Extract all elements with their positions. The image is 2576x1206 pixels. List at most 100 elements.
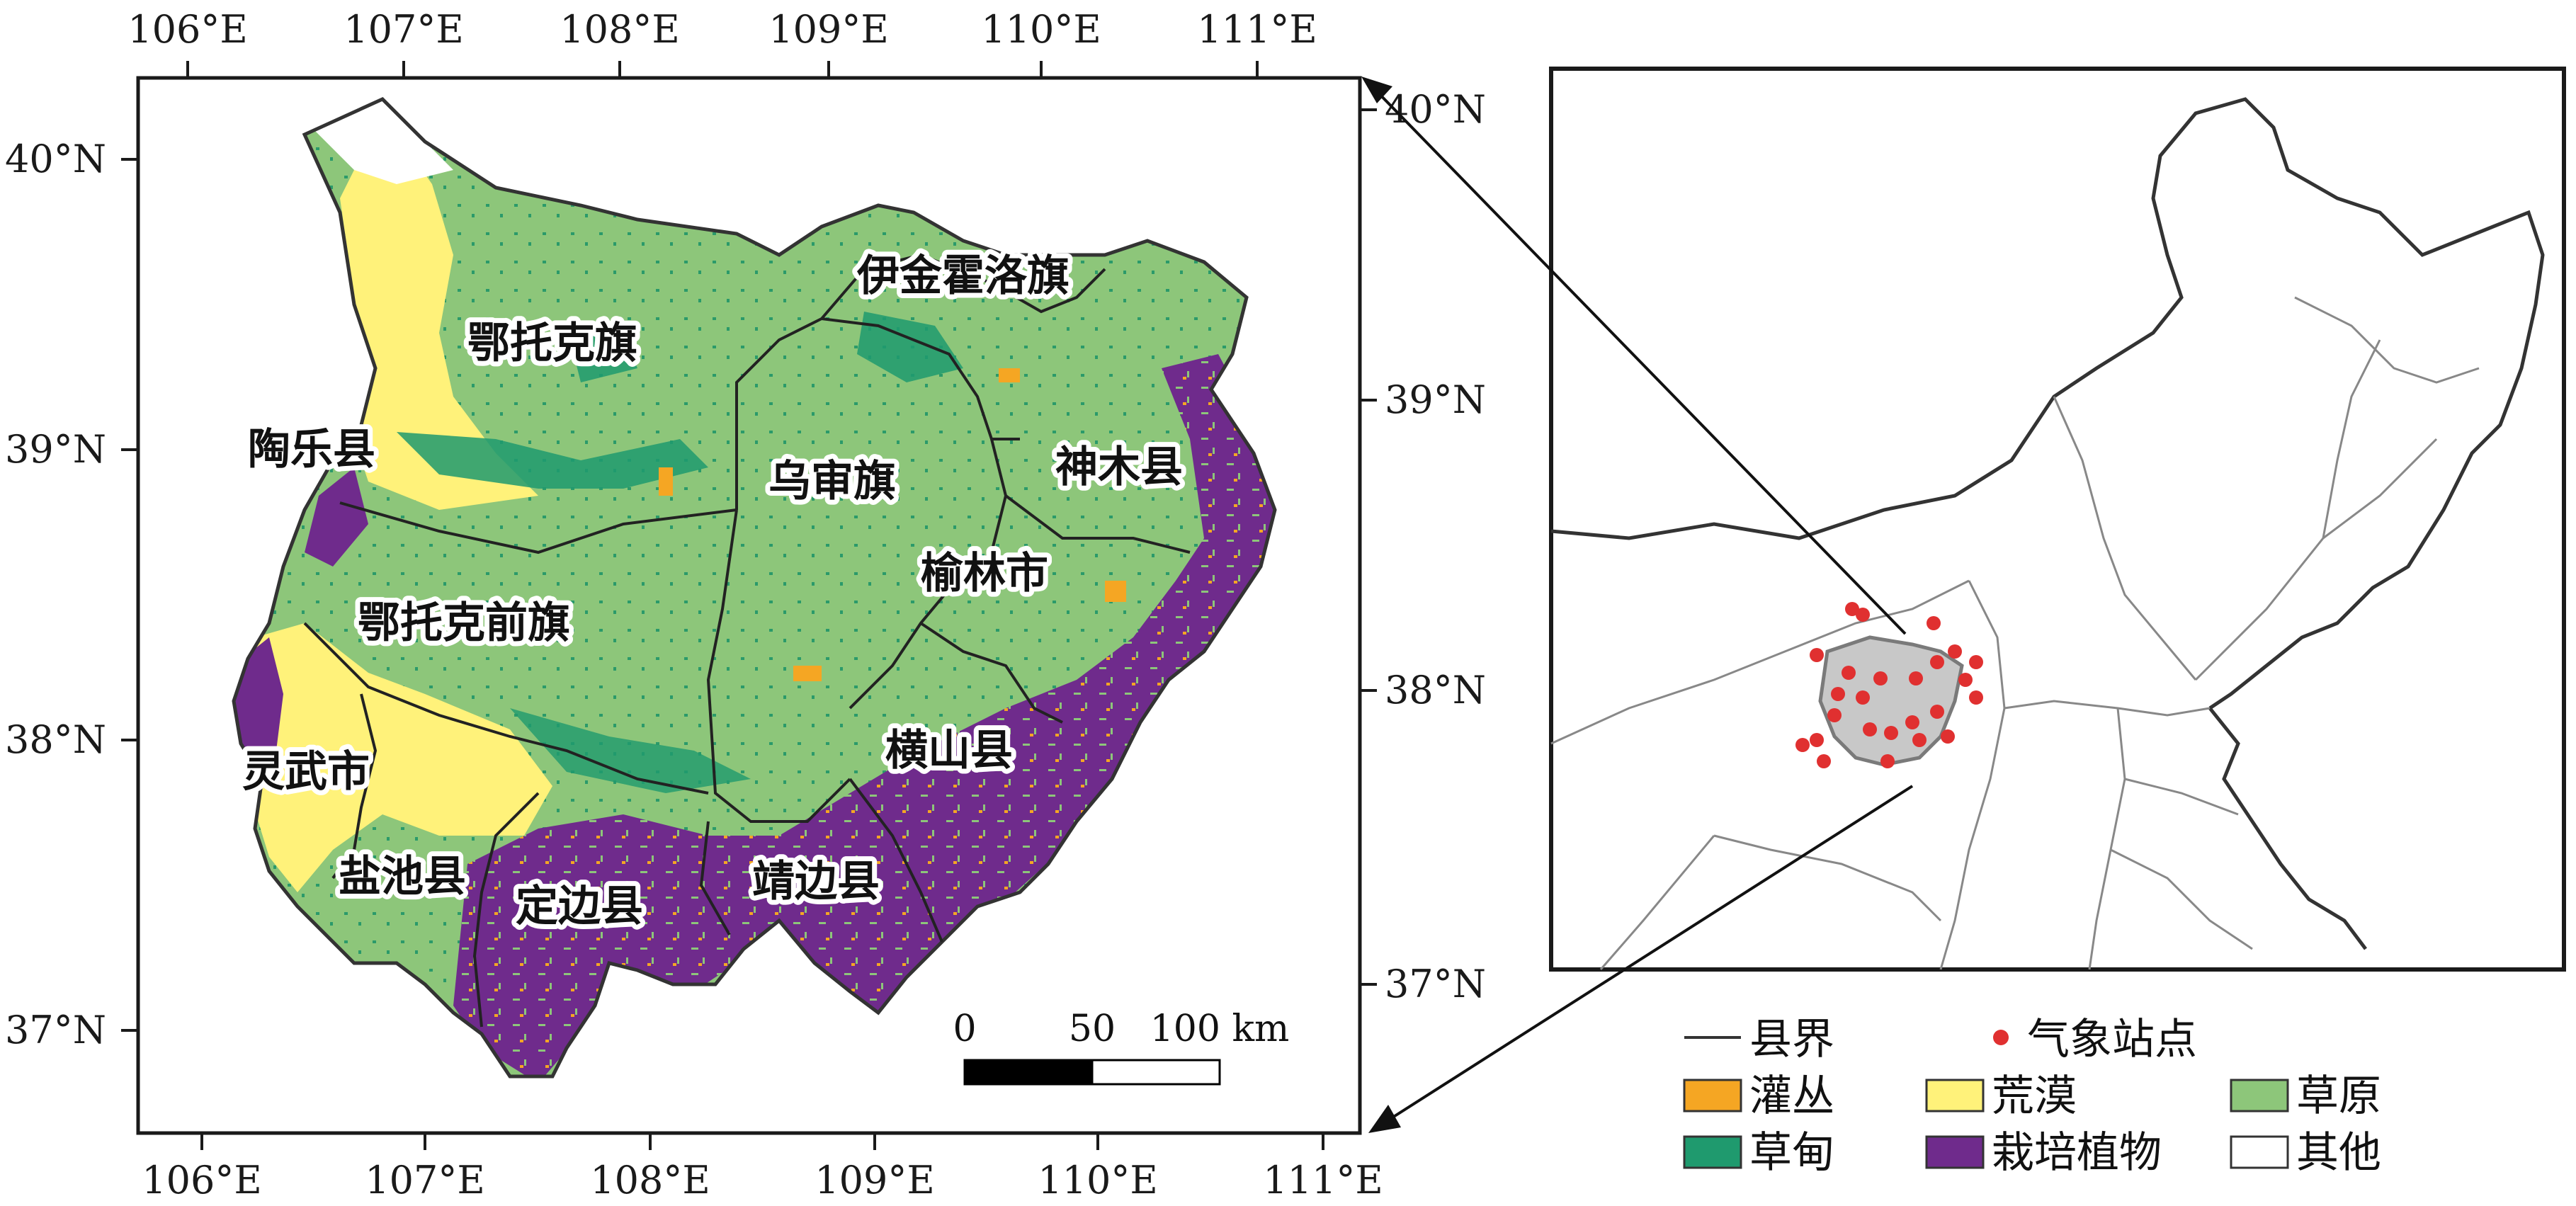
top-tick-label: 111°E: [1197, 7, 1317, 52]
county-label-taole: 陶乐县: [248, 425, 375, 474]
station-dot: [1880, 754, 1895, 768]
legend-swatch-desert: [1925, 1079, 1985, 1113]
station-dot: [1948, 644, 1962, 659]
station-dot: [1810, 648, 1824, 662]
station-dot: [1958, 673, 1973, 687]
top-tick-label: 107°E: [344, 7, 464, 52]
inset-coast: [2208, 707, 2367, 950]
cultivated-southeast: [453, 354, 1275, 1076]
meadow-streak-2: [510, 708, 751, 793]
bottom-tick-label: 106°E: [142, 1158, 262, 1202]
inset-boundary-dark: [1550, 97, 2545, 710]
legend-swatch-cultivated: [1925, 1135, 1985, 1169]
region-outline: [232, 97, 1277, 1079]
county-label-yulin: 榆林市: [921, 549, 1048, 598]
arrow-head-top: [1361, 76, 1392, 103]
scale-label-0: 0: [953, 1008, 976, 1050]
left-tick-label: 38°N: [5, 717, 106, 762]
station-dot: [1912, 733, 1927, 747]
desert-patch-south: [234, 623, 552, 892]
top-tick-label: 109°E: [768, 7, 889, 52]
station-dot: [1941, 729, 1955, 744]
meadow-streak-1: [397, 432, 708, 489]
legend-swatch-shrub: [1683, 1079, 1742, 1113]
station-dot: [1927, 616, 1941, 630]
county-label-lingwu: 灵武市: [242, 747, 370, 797]
county-label-etuokeqi: 鄂托克旗: [467, 319, 637, 368]
main-map: 鄂托克旗 伊金霍洛旗 陶乐县 乌审旗 神木县 榆林市 鄂托克前旗 灵武市 横山县…: [5, 7, 1486, 1202]
county-label-shenmu: 神木县: [1055, 443, 1183, 492]
station-dot: [1873, 671, 1888, 686]
county-label-etuokeqianqi: 鄂托克前旗: [358, 598, 570, 648]
shrub-patch: [999, 368, 1020, 382]
legend-swatch-steppe: [2230, 1079, 2289, 1113]
station-dot: [1831, 687, 1845, 701]
top-tick-marks: [186, 61, 1259, 78]
weather-stations: [1795, 602, 1983, 768]
station-dot: [1863, 722, 1877, 736]
legend-swatch-other: [2230, 1135, 2289, 1169]
meadow-streak-4: [567, 326, 637, 382]
legend: 县界 气象站点 灌丛 荒漠 草原 草甸 栽培植物 其他: [1683, 1015, 2381, 1178]
legend-swatch-meadow: [1683, 1135, 1742, 1169]
legend-label-meadow: 草甸: [1749, 1128, 1834, 1178]
red-dot-icon: [1993, 1030, 2009, 1045]
county-label-dingbian: 定边县: [516, 882, 643, 931]
top-tick-label: 108°E: [560, 7, 680, 52]
station-dot: [1930, 655, 1944, 669]
bottom-tick-label: 111°E: [1263, 1158, 1383, 1202]
top-tick-label: 106°E: [127, 7, 248, 52]
scale-label-100km: 100 km: [1150, 1008, 1290, 1050]
shrub-patch: [1105, 581, 1126, 602]
county-label-yijinhuoluoqi: 伊金霍洛旗: [856, 251, 1069, 301]
desert-patch-north: [340, 113, 538, 510]
shrub-patch: [659, 467, 673, 496]
arrow-head-bottom: [1368, 1105, 1401, 1133]
station-dot: [1969, 690, 1983, 705]
bottom-tick-label: 109°E: [815, 1158, 935, 1202]
vegetation-raster: [234, 99, 1275, 1076]
top-tick-label: 110°E: [981, 7, 1101, 52]
left-tick-label: 40°N: [5, 137, 106, 181]
station-dot: [1856, 608, 1870, 622]
left-tick-label: 37°N: [5, 1008, 106, 1052]
legend-label-desert: 荒漠: [1992, 1071, 2077, 1121]
legend-label-other: 其他: [2296, 1128, 2381, 1178]
left-tick-label: 39°N: [5, 427, 106, 472]
left-tick-marks: [121, 158, 138, 1032]
county-label-wushenqi: 乌审旗: [768, 457, 896, 506]
right-tick-label: 37°N: [1385, 962, 1486, 1006]
inset-province-lines: [1550, 296, 2480, 970]
legend-label-station: 气象站点: [2027, 1015, 2197, 1064]
right-tick-label: 38°N: [1385, 668, 1486, 712]
right-tick-marks: [1360, 108, 1377, 986]
leader-lines: [1361, 76, 1914, 1133]
legend-label-cultivated: 栽培植物: [1992, 1128, 2162, 1178]
bottom-tick-label: 110°E: [1038, 1158, 1158, 1202]
station-dot: [1817, 754, 1831, 768]
inset-map: [1549, 67, 2566, 972]
station-dot: [1810, 733, 1824, 747]
legend-label-county-boundary: 县界: [1749, 1015, 1834, 1064]
station-dot: [1856, 690, 1870, 705]
bottom-tick-marks: [200, 1133, 1324, 1150]
county-label-jingbian: 靖边县: [752, 857, 880, 906]
scale-bar: 0 50 100 km: [953, 1008, 1290, 1086]
county-boundaries: [303, 253, 1191, 1028]
station-dot: [1827, 708, 1842, 722]
right-tick-label: 40°N: [1385, 87, 1486, 132]
legend-label-steppe: 草原: [2296, 1071, 2381, 1121]
legend-label-shrub: 灌丛: [1749, 1071, 1834, 1121]
leader-line-top: [1373, 87, 1907, 635]
county-label-hengshan: 横山县: [885, 726, 1013, 775]
leader-line-bottom: [1383, 785, 1914, 1124]
station-dot: [1905, 715, 1919, 729]
station-dot: [1930, 705, 1944, 719]
scale-label-50: 50: [1069, 1008, 1116, 1050]
station-dot: [1969, 655, 1983, 669]
station-dot: [1845, 602, 1859, 616]
shrub-patch: [793, 666, 822, 681]
station-dot: [1842, 666, 1856, 680]
bottom-tick-label: 108°E: [590, 1158, 710, 1202]
